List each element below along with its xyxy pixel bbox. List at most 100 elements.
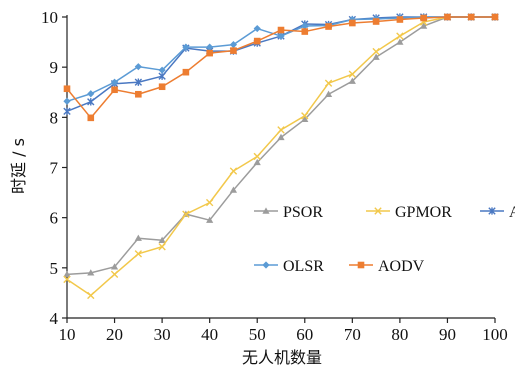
data-point-olsr (348, 15, 356, 24)
x-tick-label: 80 (391, 325, 408, 344)
x-tick-label: 70 (344, 325, 361, 344)
legend-swatch-marker (374, 207, 382, 215)
legend-label: AODV (378, 258, 425, 275)
data-point-psor (158, 236, 166, 243)
data-point-psor (87, 269, 95, 276)
legend-swatch-marker (262, 261, 270, 269)
data-point-aodv (491, 13, 499, 21)
data-point-olsr (110, 78, 119, 86)
data-point-psor (277, 133, 285, 141)
legend-label: AFP (509, 204, 515, 221)
data-point-aodv (135, 90, 142, 98)
data-point-gpmor (134, 250, 143, 258)
data-point-aodv (111, 86, 118, 94)
data-point-gpmor (182, 210, 190, 218)
data-point-aodv (467, 13, 475, 21)
data-point-gpmor (253, 152, 261, 161)
data-point-aodv (277, 26, 285, 34)
x-tick-label: 50 (249, 325, 266, 344)
data-point-gpmor (158, 243, 166, 251)
x-tick-label: 30 (154, 325, 171, 344)
y-tick-label: 9 (50, 58, 59, 77)
data-point-olsr (87, 90, 95, 98)
x-axis-title: 无人机数量 (242, 348, 322, 367)
data-point-psor (63, 270, 71, 278)
series-layer (63, 13, 499, 300)
y-tick-label: 8 (50, 108, 59, 127)
data-point-gpmor (372, 47, 380, 56)
data-point-olsr (158, 66, 166, 74)
legend-item-psor: PSOR (254, 204, 323, 221)
y-tick-label: 5 (50, 259, 59, 278)
data-point-olsr (229, 40, 238, 49)
legend-swatch-marker (262, 207, 270, 214)
series-gpmor (63, 13, 499, 300)
data-point-aodv (230, 47, 237, 54)
legend: PSOR GPMOR AFP OLSR AODV (254, 204, 515, 275)
data-point-gpmor (396, 32, 404, 40)
data-point-aodv (420, 14, 427, 22)
data-point-psor (206, 216, 214, 223)
data-point-psor (110, 263, 119, 270)
data-point-aodv (206, 49, 213, 57)
data-point-psor (348, 77, 356, 84)
data-point-afp (63, 107, 71, 116)
data-point-olsr (182, 43, 190, 51)
axis-titles: 无人机数量 时延 / s (9, 138, 322, 367)
data-point-aodv (87, 114, 95, 122)
data-point-psor (134, 234, 142, 241)
data-point-olsr (206, 43, 214, 51)
y-tick-label: 10 (41, 8, 58, 27)
data-point-gpmor (87, 291, 95, 300)
axes-layer: 4 5 6 7 8 9 10 10 20 30 40 50 60 70 80 90 100 (41, 8, 508, 344)
legend-item-gpmor: GPMOR (366, 204, 452, 221)
legend-item-afp: AFP (480, 204, 515, 221)
data-point-olsr (134, 63, 142, 71)
data-point-aodv (253, 37, 261, 45)
data-point-aodv (444, 13, 451, 21)
data-point-aodv (396, 16, 404, 23)
x-tick-label: 10 (59, 325, 76, 344)
data-point-aodv (372, 18, 380, 25)
x-tick-label: 100 (482, 325, 508, 344)
data-point-gpmor (63, 275, 71, 284)
x-tick-label: 60 (296, 325, 313, 344)
x-tick-label: 90 (439, 325, 456, 344)
data-point-aodv (349, 19, 356, 27)
data-point-aodv (158, 83, 166, 91)
data-point-psor (253, 158, 261, 166)
data-point-gpmor (229, 167, 238, 175)
data-point-gpmor (110, 270, 119, 279)
data-point-aodv (182, 68, 190, 76)
y-tick-label: 7 (50, 159, 59, 178)
legend-item-aodv: AODV (349, 258, 425, 275)
legend-item-olsr: OLSR (254, 258, 324, 275)
legend-swatch-marker (488, 207, 496, 215)
y-tick-label: 6 (50, 209, 59, 228)
data-point-afp (134, 78, 143, 86)
data-point-gpmor (324, 79, 333, 87)
data-point-gpmor (348, 70, 357, 78)
x-tick-label: 40 (201, 325, 218, 344)
data-point-psor (301, 115, 309, 123)
series-line-gpmor (66, 16, 495, 297)
legend-label: GPMOR (395, 204, 452, 221)
x-tick-label: 20 (106, 325, 123, 344)
legend-label: PSOR (283, 204, 323, 221)
data-point-olsr (301, 22, 309, 30)
series-aodv (63, 13, 499, 122)
data-point-aodv (325, 23, 332, 30)
legend-label: OLSR (283, 258, 324, 275)
data-point-psor (324, 90, 333, 97)
data-point-afp (87, 98, 95, 106)
y-tick-label: 4 (50, 309, 59, 328)
data-point-psor (396, 38, 404, 45)
legend-swatch-marker (357, 261, 365, 269)
data-point-olsr (253, 24, 261, 33)
data-point-gpmor (277, 126, 285, 134)
data-point-gpmor (301, 112, 309, 120)
data-point-psor (420, 22, 428, 29)
data-point-gpmor (205, 198, 214, 207)
